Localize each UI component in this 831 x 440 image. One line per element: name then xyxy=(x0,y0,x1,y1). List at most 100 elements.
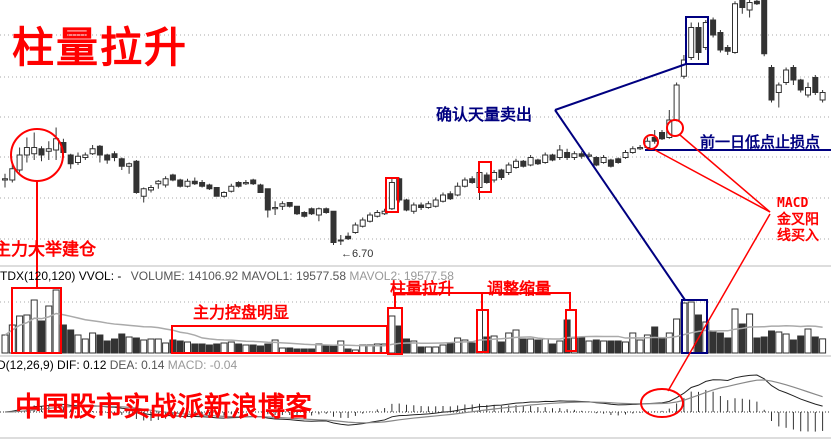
rise-candle-box-1 xyxy=(385,177,399,213)
candle-down xyxy=(761,0,768,55)
volume-bar xyxy=(403,338,410,354)
volume-bar xyxy=(716,332,724,354)
volume-bar xyxy=(227,341,235,354)
volume-bar xyxy=(724,337,732,354)
candle-up xyxy=(410,204,417,212)
candle-down xyxy=(67,154,74,165)
volume-bar xyxy=(461,339,469,354)
candle-up xyxy=(82,154,89,158)
candle-down xyxy=(96,145,103,156)
mavol2-value: MAVOL2: 19577.58 xyxy=(349,269,454,283)
candle-up xyxy=(184,180,191,187)
candle-down xyxy=(498,169,505,178)
volume-bar xyxy=(417,346,425,354)
volume-bar xyxy=(242,344,250,354)
volume-bar xyxy=(52,289,60,354)
volume-bar xyxy=(519,338,527,354)
sell-candle-box xyxy=(685,16,709,65)
volume-bar xyxy=(789,339,797,354)
candle-down xyxy=(323,208,330,213)
candle-up xyxy=(425,203,432,208)
volume-bar xyxy=(257,345,264,354)
vvol-label: VVOL: - xyxy=(78,269,122,283)
volume-bar xyxy=(38,320,45,354)
grid-lines xyxy=(0,34,831,439)
candle-up xyxy=(89,148,96,155)
candle-up xyxy=(461,179,468,187)
volume-bar xyxy=(176,340,184,354)
candle-up xyxy=(673,84,680,121)
volume-bar xyxy=(132,337,140,354)
dif-line xyxy=(4,374,823,426)
volume-bar xyxy=(89,332,97,354)
candle-up xyxy=(9,168,16,181)
candle-up xyxy=(148,187,154,191)
candle-up xyxy=(805,87,811,96)
candle-down xyxy=(330,210,337,243)
candle-down xyxy=(768,67,775,101)
candle-up xyxy=(242,182,249,185)
rise-volume-box-1 xyxy=(387,307,403,355)
sell-connector-price xyxy=(554,63,687,111)
candle-down xyxy=(593,157,600,166)
candle-down xyxy=(111,153,118,158)
rise-candle-box-2 xyxy=(478,161,492,193)
volume-bar xyxy=(235,343,243,354)
candle-down xyxy=(607,159,614,167)
volume-bar xyxy=(629,332,637,354)
volume-bar xyxy=(585,340,593,354)
volume-bar xyxy=(760,336,768,354)
candle-down xyxy=(549,154,556,161)
candle-up xyxy=(637,147,644,150)
volume-bar xyxy=(665,332,673,354)
mavol1-value: MAVOL1: 19577.58 xyxy=(241,269,347,283)
volume-bar xyxy=(330,345,337,354)
volume-bar xyxy=(111,338,118,354)
volume-bar xyxy=(687,301,695,354)
candle-down xyxy=(250,179,257,185)
candle-up xyxy=(513,160,519,168)
mavol-line xyxy=(4,312,823,347)
volume-bar xyxy=(811,336,819,354)
candle-up xyxy=(440,194,446,202)
volume-bar xyxy=(607,340,615,354)
candle-up xyxy=(23,147,30,156)
candle-up xyxy=(272,207,279,210)
candle-up xyxy=(315,208,322,216)
volume-bar xyxy=(198,343,206,354)
candle-down xyxy=(199,182,206,187)
candle-up xyxy=(454,185,461,196)
candle-down xyxy=(235,182,242,187)
volume-bar xyxy=(738,323,746,354)
volume-bar xyxy=(746,313,754,354)
sell-connector-volume xyxy=(554,109,686,301)
buy-circle-1 xyxy=(643,134,659,150)
candle-down xyxy=(418,204,425,208)
volume-bar xyxy=(147,338,155,354)
candle-up xyxy=(155,180,162,185)
volume-bar xyxy=(410,340,418,354)
volume-bar xyxy=(424,346,432,354)
volume-bar xyxy=(16,315,24,354)
candle-down xyxy=(308,208,315,215)
volume-bar xyxy=(614,340,622,354)
volume-bar xyxy=(264,343,272,354)
volume-bar xyxy=(731,308,739,354)
low-price-label: ←6.70 xyxy=(341,248,374,260)
candle-down xyxy=(790,67,797,81)
candle-down xyxy=(520,160,527,167)
candle-up xyxy=(622,152,629,158)
candle-down xyxy=(564,152,571,158)
candle-up xyxy=(337,239,344,242)
candle-down xyxy=(396,178,403,201)
candle-down xyxy=(133,160,140,193)
volume-bar xyxy=(184,341,191,354)
candle-down xyxy=(753,0,760,5)
volume-bar xyxy=(439,344,447,354)
candle-down xyxy=(695,27,702,53)
candle-down xyxy=(345,235,352,240)
candle-up xyxy=(556,149,563,158)
candle-up xyxy=(505,164,512,173)
candle-down xyxy=(483,174,490,183)
